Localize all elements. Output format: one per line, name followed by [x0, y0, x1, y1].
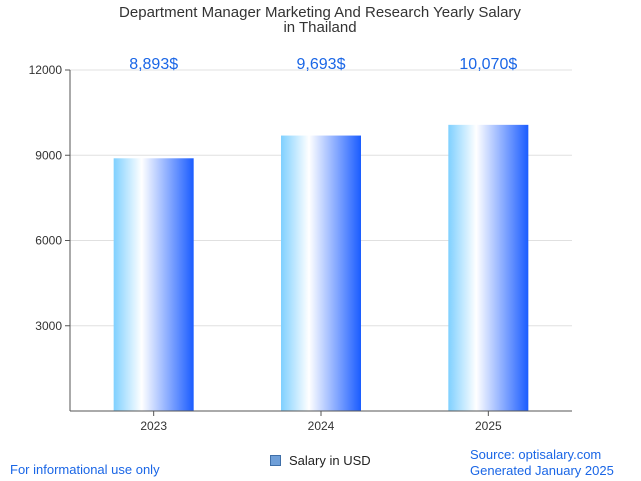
source-text: Source: optisalary.com [470, 447, 602, 462]
y-tick-label: 6000 [35, 234, 62, 248]
legend: Salary in USD [270, 453, 371, 468]
legend-label: Salary in USD [289, 453, 371, 468]
x-tick-label-2024: 2024 [308, 419, 335, 433]
y-tick-label: 9000 [35, 148, 62, 162]
legend-swatch [270, 455, 281, 466]
bar-2023 [113, 158, 194, 411]
value-label-2023: 8,893$ [129, 56, 178, 73]
y-tick-label: 12000 [29, 63, 63, 77]
disclaimer-text: For informational use only [10, 462, 160, 477]
source-block: Source: optisalary.com Generated January… [470, 447, 614, 479]
generated-text: Generated January 2025 [470, 463, 614, 478]
value-label-2025: 10,070$ [459, 56, 517, 73]
y-tick-label: 3000 [35, 319, 62, 333]
value-label-2024: 9,693$ [297, 56, 346, 73]
bar-2025 [448, 124, 529, 411]
x-tick-label-2025: 2025 [475, 419, 502, 433]
x-tick-label-2023: 2023 [140, 419, 167, 433]
bar-2024 [281, 135, 361, 411]
chart-title-line2: in Thailand [283, 19, 356, 36]
chart-title-line1: Department Manager Marketing And Researc… [119, 4, 521, 21]
